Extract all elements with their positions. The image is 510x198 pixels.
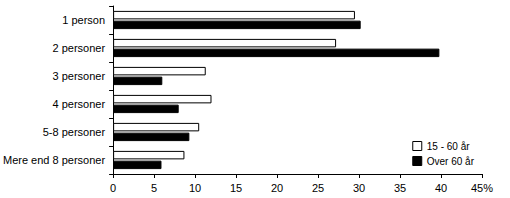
svg-text:35: 35 — [394, 182, 406, 194]
svg-text:15 - 60 år: 15 - 60 år — [427, 141, 470, 152]
svg-text:15: 15 — [230, 182, 242, 194]
svg-text:45%: 45% — [471, 182, 493, 194]
svg-text:3 personer: 3 personer — [53, 70, 106, 82]
svg-text:40: 40 — [435, 182, 447, 194]
svg-text:30: 30 — [353, 182, 365, 194]
svg-text:0: 0 — [110, 182, 116, 194]
svg-text:5-8 personer: 5-8 personer — [43, 126, 106, 138]
svg-text:2 personer: 2 personer — [53, 42, 106, 54]
svg-text:1 person: 1 person — [62, 14, 105, 26]
svg-text:5: 5 — [151, 182, 157, 194]
svg-text:20: 20 — [271, 182, 283, 194]
svg-text:4 personer: 4 personer — [53, 98, 106, 110]
svg-text:25: 25 — [312, 182, 324, 194]
svg-text:Over 60 år: Over 60 år — [427, 156, 475, 167]
svg-text:10: 10 — [189, 182, 201, 194]
svg-text:Mere end 8 personer: Mere end 8 personer — [3, 154, 105, 166]
